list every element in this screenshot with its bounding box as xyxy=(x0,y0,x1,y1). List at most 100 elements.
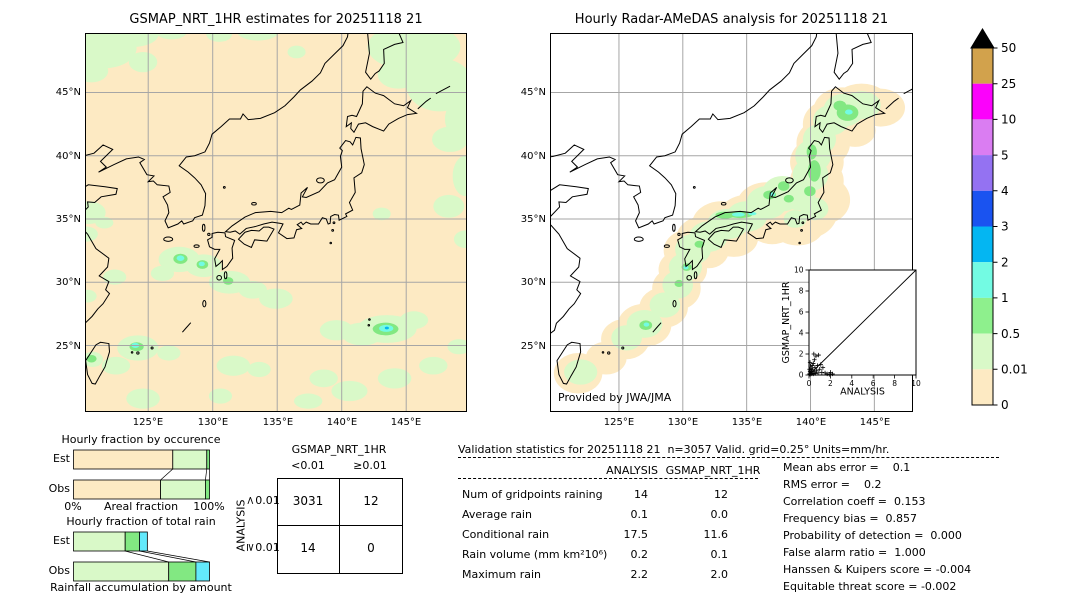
cbar-label-0: 0 xyxy=(1001,398,1009,412)
occurrence-row-obs-label: Obs xyxy=(48,482,70,495)
cbar-seg-0 xyxy=(972,48,993,84)
svg-text:10: 10 xyxy=(911,379,921,388)
right-ytick-25n: 25°N xyxy=(520,341,546,352)
cbar-seg-3 xyxy=(972,155,993,191)
contingency-cell-00: 3031 xyxy=(292,494,324,508)
cbar-label-50: 50 xyxy=(1001,41,1016,55)
svg-text:10: 10 xyxy=(794,266,804,275)
contingency-cell-01: 12 xyxy=(363,494,379,508)
contingency-cell-11: 0 xyxy=(367,541,375,555)
left-ytick-35n: 35°N xyxy=(55,214,81,225)
cbar-seg-4 xyxy=(972,190,993,227)
right-xtick-145e: 145°E xyxy=(859,417,891,428)
right-ytick-40n: 40°N xyxy=(520,151,546,162)
stats-col-analysis: ANALYSIS xyxy=(606,464,658,477)
colorbar-tickmarks xyxy=(993,47,998,406)
right-ytick-45n: 45°N xyxy=(520,87,546,98)
cbar-label-2: 2 xyxy=(1001,255,1009,269)
occurrence-row-est-label: Est xyxy=(53,452,70,465)
colorbar: 50 25 10 5 4 3 2 1 0.5 0.01 0 xyxy=(970,28,1028,412)
svg-text:6: 6 xyxy=(799,308,804,317)
totalrain-bars xyxy=(73,531,210,582)
totalrain-row-obs-label: Obs xyxy=(48,564,70,577)
occurrence-xlabel: Areal fraction xyxy=(103,500,179,513)
inset-border xyxy=(808,269,917,376)
left-ytick-25n: 25°N xyxy=(55,341,81,352)
left-ytick-45n: 45°N xyxy=(55,87,81,98)
score-equitable-threat: Equitable threat score = -0.002 xyxy=(783,580,957,593)
contingency-vline xyxy=(339,479,340,573)
contingency-grid xyxy=(277,478,403,574)
svg-text:6: 6 xyxy=(871,379,876,388)
svg-text:8: 8 xyxy=(799,287,804,296)
right-ytick-30n: 30°N xyxy=(520,277,546,288)
inset-ticks xyxy=(805,269,917,379)
left-xtick-140e: 140°E xyxy=(326,417,358,428)
inset-ylabel: GSMAP_NRT_1HR xyxy=(781,281,792,363)
contingency-col-label-lt: <0.01 xyxy=(291,459,325,472)
stats-col-gsmap: GSMAP_NRT_1HR xyxy=(665,464,761,477)
right-xtick-140e: 140°E xyxy=(795,417,827,428)
stats-row-label: Num of gridpoints raining xyxy=(462,488,603,501)
score-mean-abs-error: Mean abs error = 0.1 xyxy=(783,461,911,474)
stats-row-analysis: 0.1 xyxy=(630,508,649,521)
credit-text: Provided by JWA/JMA xyxy=(558,391,672,404)
contingency-cell-10: 14 xyxy=(300,541,316,555)
rain-core-spot xyxy=(384,326,389,330)
left-xtick-135e: 135°E xyxy=(262,417,294,428)
contingency-hline xyxy=(278,525,402,526)
stats-row-gsmap: 2.0 xyxy=(710,568,729,581)
svg-text:4: 4 xyxy=(799,329,804,338)
cbar-seg-9 xyxy=(972,369,993,405)
cbar-label-0-5: 0.5 xyxy=(1001,327,1020,341)
totalrain-chart-title: Hourly fraction of total rain xyxy=(66,515,216,528)
svg-text:2: 2 xyxy=(799,350,804,359)
stats-row-label: Conditional rain xyxy=(462,528,550,541)
svg-text:8: 8 xyxy=(892,379,897,388)
right-xtick-125e: 125°E xyxy=(603,417,635,428)
colorbar-labels: 50 25 10 5 4 3 2 1 0.5 0.01 0 xyxy=(1001,41,1028,412)
right-map-title: Hourly Radar-AMeDAS analysis for 2025111… xyxy=(574,12,889,27)
occurrence-x-min: 0% xyxy=(64,500,82,513)
occurrence-bars xyxy=(73,449,210,500)
map-border xyxy=(550,33,913,412)
cbar-seg-6 xyxy=(972,262,993,298)
cbar-label-5: 5 xyxy=(1001,148,1009,162)
cbar-seg-8 xyxy=(972,333,993,370)
score-pod: Probability of detection = 0.000 xyxy=(783,529,962,542)
cbar-seg-1 xyxy=(972,83,993,120)
cbar-label-0-01: 0.01 xyxy=(1001,363,1028,377)
heavy-rain-patches xyxy=(643,109,853,327)
right-xtick-130e: 130°E xyxy=(667,417,699,428)
contingency-row-label-lt: <0.01 xyxy=(244,494,280,507)
cbar-label-25: 25 xyxy=(1001,77,1016,91)
stats-row-gsmap: 0.1 xyxy=(710,548,729,561)
gsmap-estimate-map xyxy=(85,33,467,412)
contingency-col-label-ge: ≥0.01 xyxy=(353,459,387,472)
cbar-label-1: 1 xyxy=(1001,291,1009,305)
left-ytick-40n: 40°N xyxy=(55,151,81,162)
totalrain-row-est-label: Est xyxy=(53,534,70,547)
score-correlation: Correlation coeff = 0.153 xyxy=(783,495,926,508)
cbar-seg-2 xyxy=(972,119,993,156)
divider-top xyxy=(458,457,999,458)
stats-row-gsmap: 12 xyxy=(714,488,728,501)
stats-row-gsmap: 0.0 xyxy=(710,508,729,521)
cbar-seg-7 xyxy=(972,297,993,334)
contingency-row-label-ge: ≥0.01 xyxy=(244,541,280,554)
svg-text:2: 2 xyxy=(828,379,833,388)
score-rms-error: RMS error = 0.2 xyxy=(783,478,882,491)
inset-xlabel: ANALYSIS xyxy=(840,387,885,398)
score-far: False alarm ratio = 1.000 xyxy=(783,546,926,559)
diagonal-line xyxy=(808,269,917,376)
occurrence-chart-title: Hourly fraction by occurence xyxy=(61,433,221,446)
svg-text:4: 4 xyxy=(849,379,854,388)
score-hanssen-kuipers: Hanssen & Kuipers score = -0.004 xyxy=(783,563,972,576)
colorbar-overflow-triangle xyxy=(970,28,995,49)
left-xtick-125e: 125°E xyxy=(132,417,164,428)
stats-row-label: Maximum rain xyxy=(462,568,541,581)
cbar-label-3: 3 xyxy=(1001,220,1009,234)
validation-title: Validation statistics for 20251118 21 n=… xyxy=(458,443,890,456)
stats-row-gsmap: 11.6 xyxy=(703,528,729,541)
